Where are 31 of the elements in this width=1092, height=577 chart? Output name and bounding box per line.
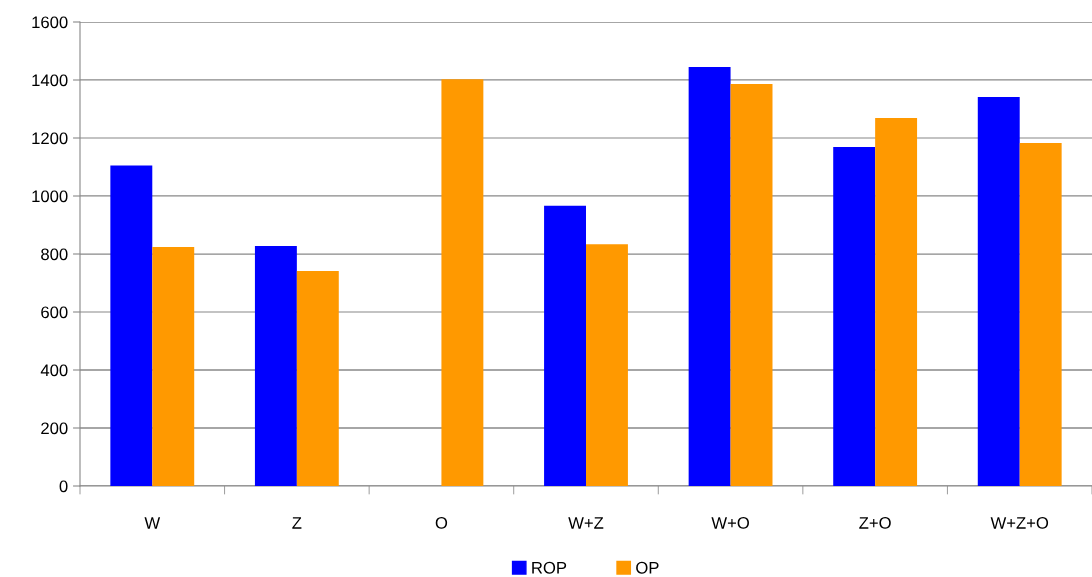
x-tick-label: W+Z — [568, 517, 604, 529]
x-tick-label: W — [144, 517, 161, 529]
legend-label: ROP — [532, 561, 567, 574]
x-tick-label: O — [435, 517, 448, 529]
bar — [977, 97, 1020, 486]
bar — [833, 146, 876, 486]
bar — [296, 271, 339, 486]
bar — [544, 205, 586, 486]
legend-label: OP — [636, 561, 659, 574]
bar — [875, 117, 918, 486]
bar — [730, 84, 773, 486]
bar — [110, 165, 153, 486]
bar — [254, 245, 297, 486]
x-tick-label: Z — [292, 517, 302, 529]
bar — [152, 247, 195, 486]
y-tick-label: 1400 — [32, 74, 68, 87]
x-tick-label: W+Z+O — [990, 517, 1049, 529]
bar — [586, 244, 628, 486]
y-tick-label: 1200 — [32, 132, 68, 145]
y-tick-label: 0 — [59, 480, 68, 493]
y-tick-label: 400 — [40, 364, 68, 377]
y-tick-label: 800 — [41, 248, 68, 261]
y-tick-label: 1600 — [32, 16, 68, 29]
y-tick-label: 1000 — [32, 190, 68, 203]
bar — [1019, 142, 1062, 486]
bar — [688, 66, 731, 486]
y-tick-label: 600 — [41, 306, 68, 319]
x-tick-label: Z+O — [859, 517, 891, 529]
x-tick-label: W+O — [711, 517, 749, 529]
y-tick-label: 200 — [41, 422, 68, 435]
bar — [441, 79, 484, 486]
